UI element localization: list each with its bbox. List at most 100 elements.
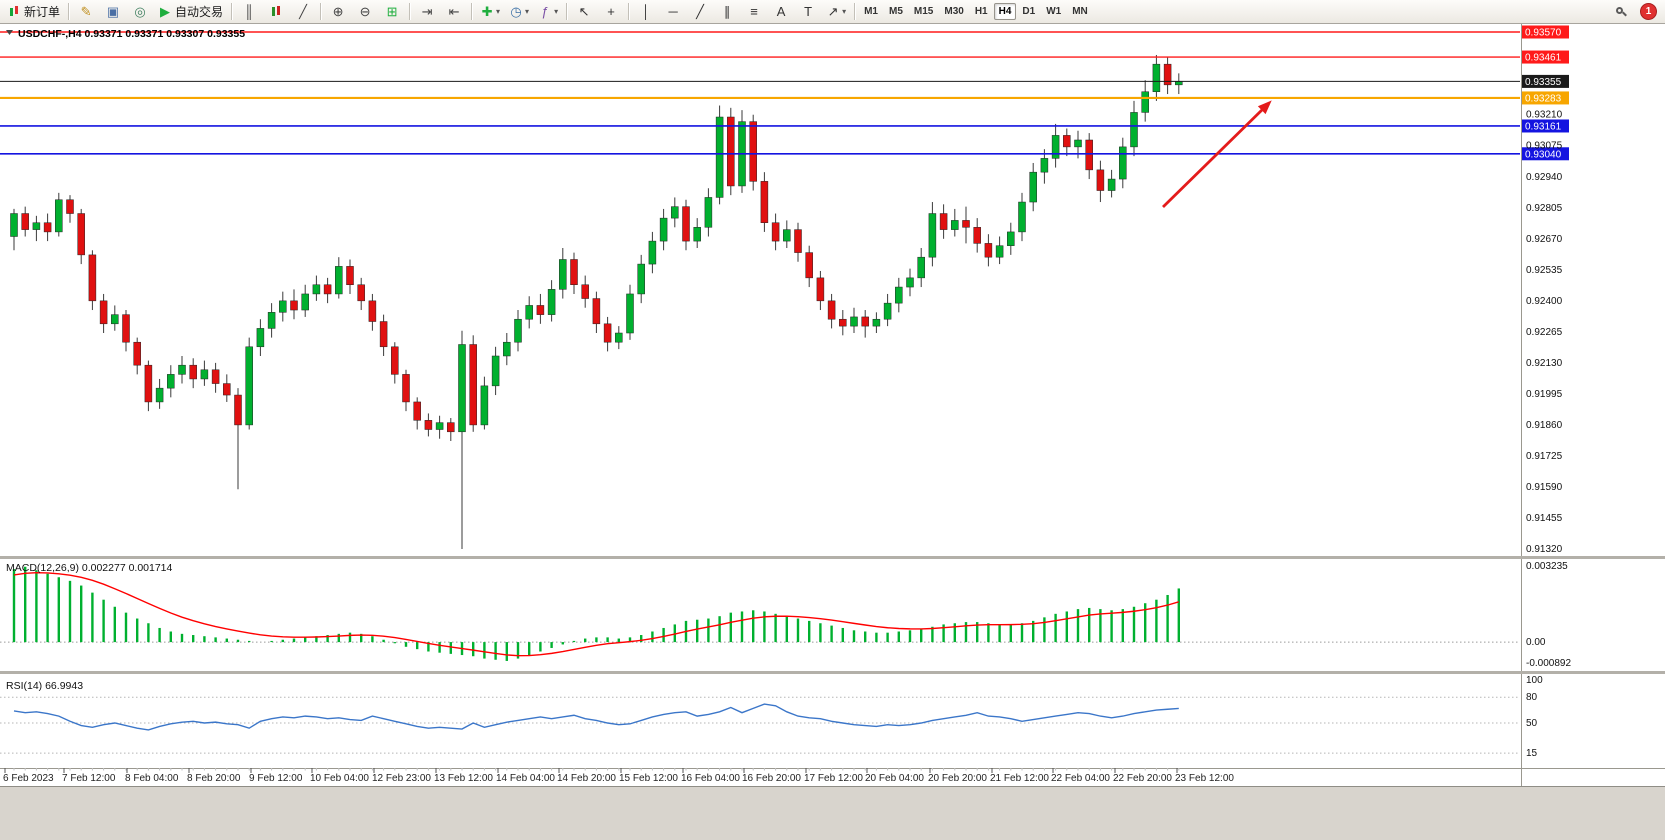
rsi-panel-separator[interactable] <box>0 671 1665 674</box>
time-axis[interactable]: 6 Feb 2023 7 Feb 12:00 8 Feb 04:00 8 Feb 20… <box>3 768 1234 784</box>
time-label: 14 Feb 04:00 <box>496 773 555 784</box>
candle-body <box>290 300 298 311</box>
notification-badge[interactable]: 1 <box>1640 3 1657 20</box>
text-icon: A <box>776 3 786 19</box>
label-button[interactable]: T <box>795 1 821 23</box>
horizontal-line-button[interactable]: ─ <box>660 1 686 23</box>
candle-body <box>1018 201 1026 233</box>
candle-body <box>581 284 589 299</box>
candle-body <box>447 422 455 433</box>
candle-body <box>10 213 18 237</box>
candle-body <box>1107 178 1116 191</box>
zoom-in-button[interactable]: ⊕ <box>325 1 351 23</box>
price-badge-label: 0.93161 <box>1525 121 1562 132</box>
auto-scroll-button[interactable]: ⇥ <box>414 1 440 23</box>
candle-body <box>99 300 108 325</box>
one-click-trading-toggle[interactable] <box>6 30 13 35</box>
vertical-line-button[interactable]: │ <box>633 1 659 23</box>
timeframe-m30[interactable]: M30 <box>944 6 964 17</box>
candle-body <box>648 240 657 265</box>
channel-icon: ∥ <box>723 3 731 19</box>
candle-body <box>55 199 63 233</box>
price-badge-label: 0.93461 <box>1525 53 1562 64</box>
candle-body <box>245 346 253 426</box>
candle-body <box>1096 169 1105 191</box>
arrow-line[interactable] <box>1162 105 1267 208</box>
price-badge-label: 0.93040 <box>1525 149 1562 160</box>
price-scale[interactable]: 0.93210 0.93075 0.92940 0.92805 0.92670 0.925… <box>1526 110 1563 555</box>
trendline-button[interactable]: ╱ <box>687 1 713 23</box>
trend-arrow-object[interactable] <box>1162 100 1272 208</box>
cursor-button[interactable]: ↖ <box>571 1 597 23</box>
price-scale-label: 0.91590 <box>1526 482 1563 493</box>
candle-body <box>256 328 265 348</box>
auto-trading-button[interactable]: ▶ 自动交易 <box>154 1 227 23</box>
arrows-button[interactable]: ↗ ▾ <box>822 1 850 23</box>
price-scale-label: 0.91455 <box>1526 513 1563 524</box>
chevron-down-icon: ▾ <box>554 7 559 16</box>
zoom-out-button[interactable]: ⊖ <box>352 1 378 23</box>
new-order-button[interactable]: 新订单 <box>4 1 64 23</box>
channel-button[interactable]: ∥ <box>714 1 740 23</box>
chart-title-group: USDCHF-,H4 0.93371 0.93371 0.93307 0.933… <box>6 28 245 40</box>
periods-button[interactable]: ◷ ▾ <box>505 1 533 23</box>
candle-body <box>570 259 578 286</box>
candle-body <box>637 263 645 295</box>
candle-body <box>872 318 881 327</box>
timeframe-h4[interactable]: H4 <box>993 3 1017 20</box>
terminal-button[interactable]: ◎ <box>127 1 153 23</box>
text-button[interactable]: A <box>768 1 794 23</box>
horizontal-line-objects[interactable]: 0.93570 0.93461 0.93355 0.93283 0.93161 0.930… <box>0 25 1569 161</box>
candle-body <box>760 181 769 223</box>
search-button[interactable] <box>1608 1 1634 23</box>
tile-windows-icon: ⊞ <box>386 3 398 19</box>
charts-button[interactable]: ▣ <box>100 1 126 23</box>
price-badge <box>1522 119 1569 133</box>
candle-body <box>984 243 993 258</box>
rsi-panel: RSI(14) 66.9943 100 80 50 15 <box>0 675 1543 759</box>
price-scale-label: 0.92940 <box>1526 172 1563 183</box>
candle-body <box>21 213 29 230</box>
price-scale-label: 0.92130 <box>1526 358 1563 369</box>
candle-body <box>335 266 343 295</box>
timeframe-m1[interactable]: M1 <box>864 6 878 17</box>
bar-chart-button[interactable]: ║ <box>236 1 262 23</box>
candle-body <box>603 323 612 343</box>
candle-body <box>704 197 713 228</box>
tile-windows-button[interactable]: ⊞ <box>379 1 405 23</box>
rsi-scale-label: 15 <box>1526 748 1538 759</box>
candle-body <box>66 199 74 214</box>
chevron-down-icon: ▾ <box>496 7 501 16</box>
indicators-button[interactable]: ƒ ▾ <box>534 1 562 23</box>
timeframe-w1[interactable]: W1 <box>1046 6 1062 17</box>
candlestick-chart-button[interactable] <box>263 1 289 23</box>
metaeditor-button[interactable]: ✎ <box>73 1 99 23</box>
editor-icon: ✎ <box>80 3 92 19</box>
macd-panel-separator[interactable] <box>0 556 1665 559</box>
crosshair-button[interactable]: + <box>598 1 624 23</box>
new-chart-button[interactable]: ✚ ▾ <box>476 1 504 23</box>
toolbar-separator <box>68 3 70 20</box>
candle-body <box>503 341 511 357</box>
candle-body <box>682 206 690 242</box>
candle-body <box>783 229 791 242</box>
timeframe-m15[interactable]: M15 <box>913 6 934 17</box>
fibonacci-button[interactable]: ≡ <box>741 1 767 23</box>
macd-scale-label: 0.00 <box>1526 637 1546 648</box>
price-scale-label: 0.92670 <box>1526 234 1563 245</box>
cursor-icon: ↖ <box>578 3 590 19</box>
toolbar-separator <box>566 3 568 20</box>
timeframe-mn[interactable]: MN <box>1072 6 1088 17</box>
timeframe-m5[interactable]: M5 <box>889 6 903 17</box>
label-icon: T <box>804 3 813 19</box>
timeframe-h1[interactable]: H1 <box>974 6 988 17</box>
timeframe-d1[interactable]: D1 <box>1022 6 1036 17</box>
candle-body <box>715 116 724 198</box>
toolbar-separator <box>854 3 856 20</box>
line-chart-button[interactable]: ╱ <box>290 1 316 23</box>
candle-body <box>133 341 141 366</box>
price-scale-label: 0.93210 <box>1526 110 1563 121</box>
chart-title: USDCHF-,H4 0.93371 0.93371 0.93307 0.933… <box>18 28 245 40</box>
chart-shift-button[interactable]: ⇤ <box>441 1 467 23</box>
price-scale-label: 0.91725 <box>1526 451 1563 462</box>
